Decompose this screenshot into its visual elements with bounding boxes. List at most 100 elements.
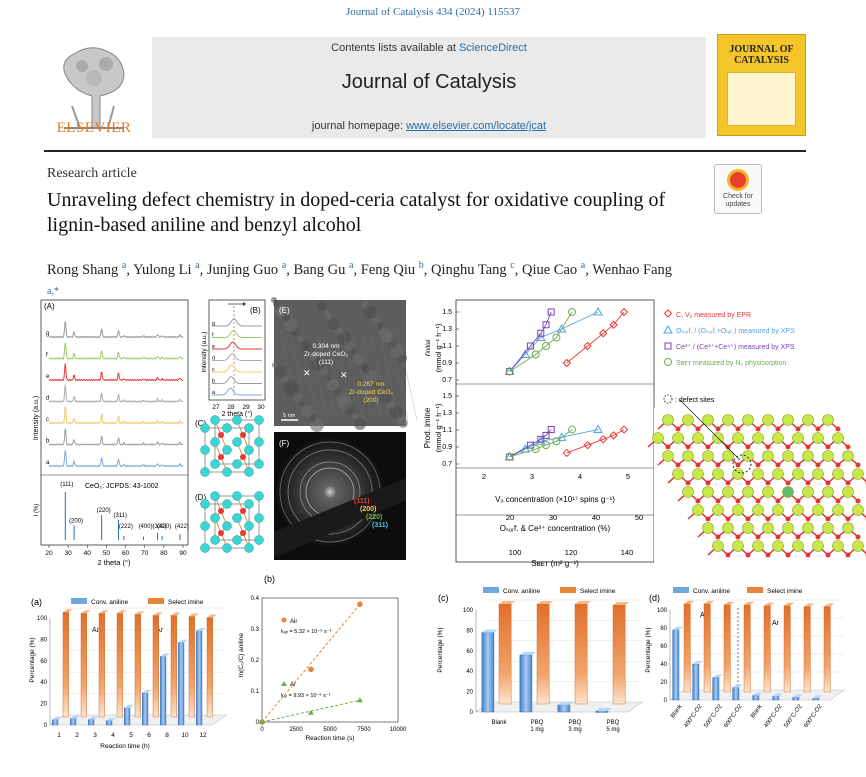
- author-affiliation[interactable]: a: [580, 260, 586, 271]
- chart-ytick-label: 40: [466, 669, 473, 675]
- bar-select-imine: [823, 606, 831, 693]
- ref-peak-label: (222): [119, 524, 133, 530]
- author-name[interactable]: Rong Shang a: [47, 260, 127, 278]
- crystal-cation: [210, 437, 220, 447]
- bar-conv-top: [595, 707, 612, 711]
- chart-category-label: 2: [75, 732, 79, 739]
- chart-ytick-label: 20: [660, 680, 667, 686]
- corr-x1-tick: 5: [626, 472, 630, 481]
- b-pattern-label: e: [212, 344, 215, 350]
- author-affiliation[interactable]: a: [281, 260, 287, 271]
- panel-b-xlabel: 2 theta (°): [222, 410, 253, 418]
- chart-d-legend-conv-swatch: [673, 587, 689, 593]
- corr-series-line: [509, 311, 599, 372]
- tem-scale-label: 5 nm: [283, 413, 296, 419]
- chart-category-label: 500°C-O2: [783, 703, 804, 729]
- legend-marker: [664, 342, 672, 350]
- bar-conv-aniline: [792, 697, 800, 701]
- xrd-pattern-b: [48, 428, 184, 446]
- lattice-cation: [852, 504, 864, 516]
- legend-marker: [663, 324, 673, 334]
- corr-x3-tick: 120: [565, 548, 578, 557]
- b-xtick-label: 27: [212, 404, 220, 411]
- lattice-cation: [752, 468, 764, 480]
- chart-category-label: 6: [147, 732, 151, 739]
- author-affiliation[interactable]: a: [195, 260, 200, 271]
- corr-x2-tick: 20: [506, 513, 514, 522]
- author-affiliation[interactable]: c: [510, 260, 515, 271]
- lattice-cation: [692, 468, 704, 480]
- author-name[interactable]: Feng Qiu b: [360, 260, 424, 278]
- chart-b-ar-key: [281, 681, 287, 686]
- lattice-cation: [672, 432, 684, 444]
- author-name[interactable]: Yulong Li a: [133, 260, 200, 278]
- lattice-cation: [822, 486, 834, 498]
- chart-a-region-air: Air: [92, 627, 101, 634]
- corr-x2-label: Oₛᵤᵣf. & Ce³⁺ concentration (%): [500, 524, 611, 533]
- tem-grain: [381, 331, 393, 343]
- bar-conv-top: [792, 694, 803, 698]
- corr-x3-label: Sʙᴇᴛ (m² g⁻¹): [531, 559, 579, 568]
- bar-select-imine: [703, 603, 711, 693]
- bar-select-imine: [152, 615, 159, 718]
- b-pattern-label: a: [212, 390, 216, 396]
- crystal-cation: [232, 535, 242, 545]
- bar-select-top: [744, 601, 755, 605]
- lattice-defect-ring: [732, 454, 752, 474]
- author-name[interactable]: Qinghu Tang c: [431, 260, 515, 278]
- author-name[interactable]: Wenhao Fang a,*: [47, 261, 673, 297]
- check-updates-icon: [727, 169, 749, 191]
- bar-conv-aniline: [142, 692, 149, 726]
- lattice-cation: [692, 504, 704, 516]
- journal-name: Journal of Catalysis: [341, 71, 517, 93]
- bar-conv-aniline: [712, 677, 720, 701]
- author-affiliation[interactable]: a: [349, 260, 354, 271]
- bar-conv-aniline: [595, 710, 609, 713]
- author-name[interactable]: Bang Gu a: [293, 260, 354, 278]
- chart-a-legend-conv-swatch: [71, 598, 87, 604]
- chart-b-label: (b): [264, 574, 275, 584]
- corr-ytick-top: 1.3: [442, 326, 452, 333]
- tem-ann1-distance: 0.304 nm: [312, 343, 339, 350]
- lattice-cation: [802, 486, 814, 498]
- author-affiliation[interactable]: a,*: [47, 285, 59, 297]
- bar-select-imine: [80, 613, 87, 718]
- crystal-cation: [222, 499, 232, 509]
- lattice-cation: [792, 432, 804, 444]
- xrd-pattern-label: b: [46, 439, 50, 445]
- cover-image: [727, 72, 796, 126]
- author-affiliation[interactable]: a: [121, 260, 127, 271]
- crystal-cation: [244, 423, 254, 433]
- saed-beam-stopper: [274, 478, 406, 558]
- corr-ylabel-bottom-unit: (mmol g⁻¹ h⁻¹): [434, 403, 443, 452]
- saed-ring-labels: (111)(200)(220)(311): [354, 498, 388, 529]
- corr-ytick-bottom: 0.9: [442, 444, 452, 451]
- crystal-cation: [200, 445, 210, 455]
- corr-point: [598, 329, 608, 338]
- crystal-cation: [254, 415, 264, 425]
- author-affiliation[interactable]: b: [418, 260, 424, 271]
- author-name[interactable]: Junjing Guo a: [206, 260, 287, 278]
- homepage-link[interactable]: www.elsevier.com/locate/jcat: [406, 120, 547, 132]
- corr-ytick-top: 0.7: [442, 377, 452, 384]
- bar-conv-top: [481, 629, 498, 633]
- sciencedirect-link[interactable]: ScienceDirect: [458, 42, 527, 54]
- author-name[interactable]: Qiue Cao a: [521, 260, 586, 278]
- chart-b-xtick-label: 7500: [357, 727, 371, 733]
- tem-fringe: [333, 329, 355, 421]
- b-pattern-g: [212, 318, 262, 327]
- saed-ring-label: (311): [372, 522, 388, 529]
- bar-conv-aniline: [672, 629, 680, 701]
- tem-grain: [338, 396, 352, 410]
- crystal-cation: [210, 491, 220, 501]
- lattice-cation: [682, 414, 694, 426]
- tem-grain: [298, 336, 304, 342]
- lattice-cation: [732, 504, 744, 516]
- tem-grain: [273, 301, 279, 307]
- check-for-updates-button[interactable]: Check for updates: [714, 164, 762, 214]
- chart-b-fit-line: [261, 603, 361, 723]
- defect-site-marker: [663, 394, 673, 404]
- chart-ytick-label: 60: [466, 649, 473, 655]
- paper-title: Unraveling defect chemistry in doped-cer…: [47, 189, 666, 236]
- tem-grain: [353, 353, 365, 365]
